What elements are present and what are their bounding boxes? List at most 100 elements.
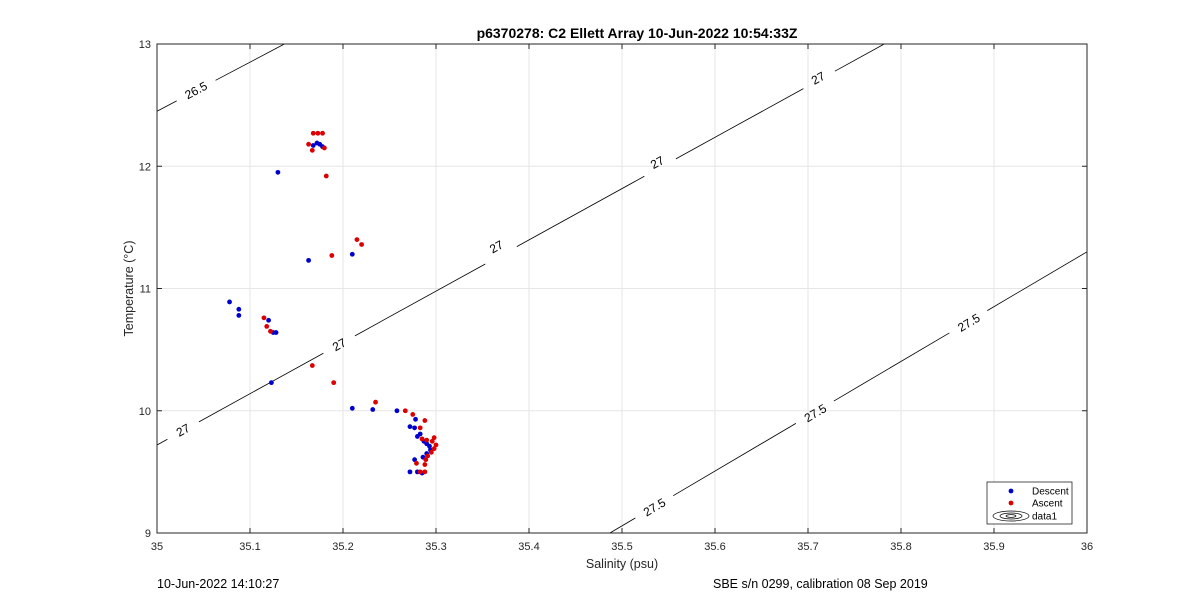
point-descent xyxy=(236,312,242,318)
point-ascent xyxy=(331,380,337,386)
point-ascent xyxy=(422,462,428,467)
point-descent xyxy=(349,405,355,411)
x-tick-label: 35.5 xyxy=(611,541,632,553)
point-ascent xyxy=(414,460,419,466)
point-ascent xyxy=(424,437,430,443)
x-tick-label: 35.3 xyxy=(425,541,446,553)
contour-line xyxy=(833,332,950,402)
point-descent xyxy=(407,469,413,475)
footer-calibration: SBE s/n 0299, calibration 08 Sep 2019 xyxy=(713,577,928,591)
chart-title: p6370278: C2 Ellett Array 10-Jun-2022 10… xyxy=(477,25,798,41)
point-descent xyxy=(268,380,274,386)
legend-marker-descent xyxy=(1008,488,1014,494)
legend-contour-icon xyxy=(992,510,1030,522)
point-descent xyxy=(227,299,232,305)
point-ascent xyxy=(428,449,434,455)
point-ascent xyxy=(309,147,315,153)
contour-line xyxy=(354,263,486,337)
contour-line xyxy=(675,88,804,160)
point-ascent xyxy=(425,453,431,459)
footer-timestamp: 10-Jun-2022 14:10:27 xyxy=(157,577,280,591)
point-descent xyxy=(412,425,418,431)
legend-label-descent: Descent xyxy=(1032,487,1069,498)
contour-line xyxy=(987,251,1088,311)
point-ascent xyxy=(402,408,408,414)
axis-ticks: 35 35.1 35.2 35.3 35.4 35.5 35.6 35.7 35.8 35.9 36… xyxy=(139,39,1093,553)
legend-marker-ascent xyxy=(1008,500,1014,506)
y-tick-label: 12 xyxy=(139,161,151,173)
contour-label: 27 xyxy=(174,421,193,440)
point-ascent xyxy=(419,436,425,442)
point-ascent xyxy=(268,328,273,334)
point-descent xyxy=(275,169,281,175)
data-points xyxy=(227,130,439,476)
contour-line xyxy=(198,352,324,423)
point-ascent xyxy=(431,446,437,452)
contour-line xyxy=(834,43,885,72)
contour-label: 27 xyxy=(809,69,828,88)
point-descent xyxy=(417,431,423,437)
point-descent xyxy=(349,251,355,257)
x-tick-label: 35 xyxy=(151,541,163,553)
point-descent xyxy=(412,457,418,463)
point-ascent xyxy=(306,141,311,147)
point-descent xyxy=(273,330,279,335)
y-tick-label: 11 xyxy=(140,284,151,296)
point-ascent xyxy=(429,438,435,444)
y-tick-label: 13 xyxy=(139,39,151,51)
x-tick-label: 35.1 xyxy=(239,541,260,553)
x-tick-label: 35.7 xyxy=(797,541,818,553)
legend-label-data1: data1 xyxy=(1032,512,1057,523)
y-axis-label: Temperature (°C) xyxy=(122,241,136,337)
point-descent xyxy=(413,416,418,422)
x-tick-label: 35.2 xyxy=(332,541,353,553)
point-descent xyxy=(407,424,413,430)
point-ascent xyxy=(417,469,423,475)
legend-contour-icon xyxy=(1005,514,1017,518)
point-ascent xyxy=(422,418,428,423)
point-ascent xyxy=(359,242,364,247)
x-tick-label: 35.6 xyxy=(704,541,725,553)
point-ascent xyxy=(354,237,360,243)
point-ascent xyxy=(329,253,335,258)
point-descent xyxy=(310,143,316,148)
x-tick-label: 36 xyxy=(1081,541,1093,553)
legend-label-ascent: Ascent xyxy=(1032,499,1063,510)
contour-line xyxy=(609,517,636,534)
point-descent xyxy=(306,257,311,263)
point-ascent xyxy=(373,399,378,405)
point-ascent xyxy=(264,323,270,329)
point-ascent xyxy=(315,130,321,136)
contour-line xyxy=(673,423,797,497)
point-ascent xyxy=(310,130,316,136)
contour-line xyxy=(156,438,168,446)
point-ascent xyxy=(309,363,315,368)
point-ascent xyxy=(410,412,416,417)
contour-line xyxy=(516,175,645,247)
point-ascent xyxy=(433,442,439,448)
point-ascent xyxy=(417,425,423,431)
contour-line xyxy=(156,100,177,112)
point-descent xyxy=(266,317,271,323)
point-ascent xyxy=(322,145,327,151)
point-ascent xyxy=(261,315,267,321)
legend-contour-icon xyxy=(999,512,1023,520)
point-ascent xyxy=(320,130,325,136)
x-tick-label: 35.9 xyxy=(983,541,1004,553)
y-tick-label: 9 xyxy=(145,528,151,540)
point-ascent xyxy=(422,469,428,475)
point-descent xyxy=(427,443,432,449)
point-descent xyxy=(394,408,400,414)
x-tick-label: 35.4 xyxy=(518,541,539,553)
y-tick-label: 10 xyxy=(139,406,151,418)
x-tick-label: 35.8 xyxy=(890,541,911,553)
contour-label: 27 xyxy=(330,335,349,354)
point-descent xyxy=(370,407,376,412)
point-ascent xyxy=(423,457,429,463)
point-ascent xyxy=(323,173,329,179)
x-axis-label: Salinity (psu) xyxy=(586,557,658,571)
point-ascent xyxy=(431,435,437,441)
point-descent xyxy=(236,306,242,312)
